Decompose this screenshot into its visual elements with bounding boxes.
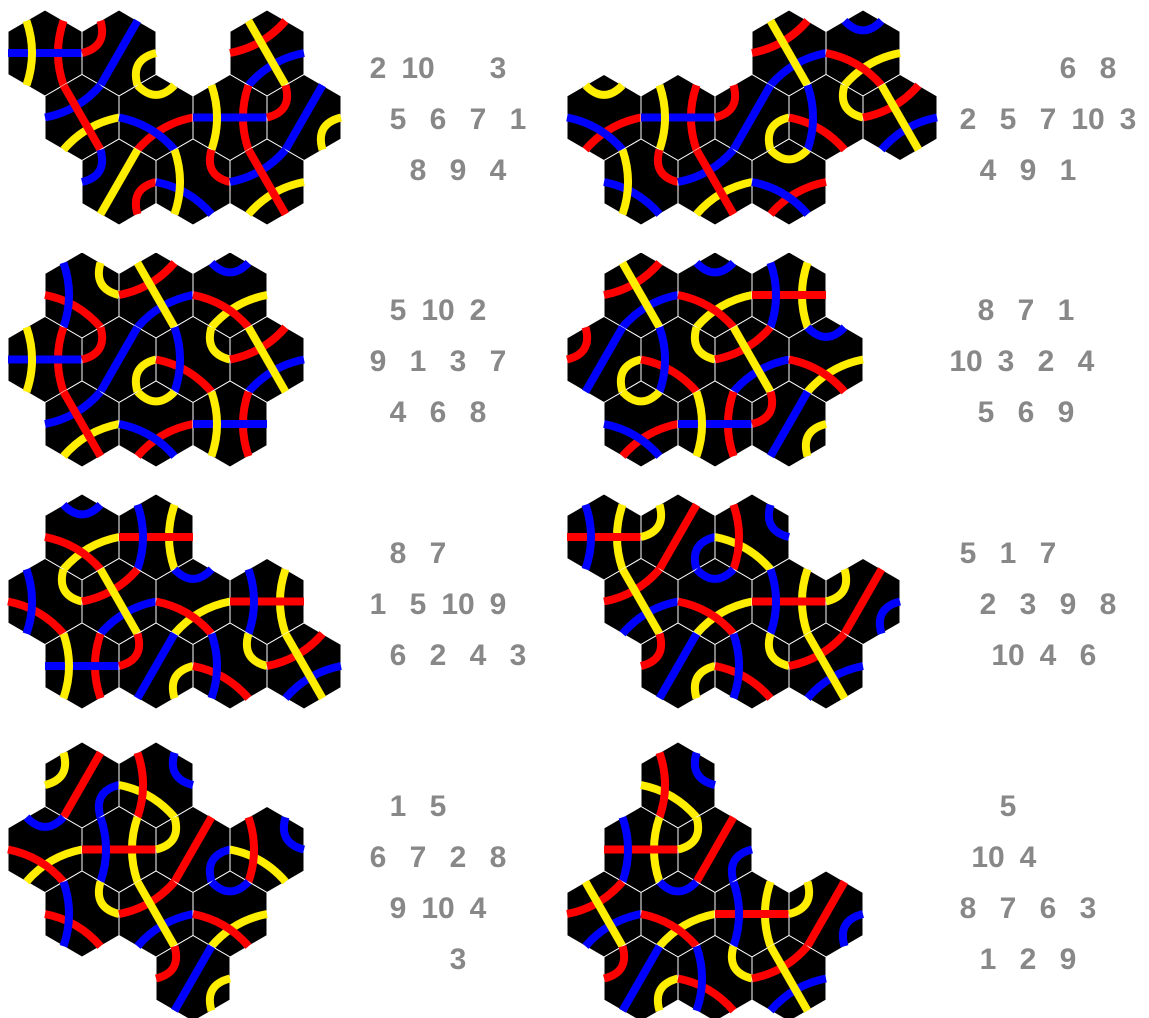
- tile-number: 1: [370, 588, 387, 621]
- tile-number: 1: [510, 103, 527, 136]
- tile-number: 2: [450, 841, 467, 874]
- tile-number: 2: [470, 294, 487, 327]
- tile-number: 7: [430, 537, 447, 570]
- tile-number: 7: [1040, 537, 1057, 570]
- tile-number: 6: [1080, 639, 1097, 672]
- puzzle: 5 10 2 9137 468: [8, 252, 506, 467]
- tile-number: 6: [370, 841, 387, 874]
- tile-number: 9: [490, 588, 507, 621]
- tile-number: 1: [390, 790, 407, 823]
- tile-number: 5: [1000, 790, 1017, 823]
- tile-number: 7: [490, 345, 507, 378]
- tile-number: 4: [470, 639, 487, 672]
- tile-number: 3: [998, 345, 1015, 378]
- tile-number: 10: [1071, 103, 1104, 136]
- tile-number: 4: [390, 396, 407, 429]
- tile-number: 8: [960, 892, 977, 925]
- tile-number: 3: [1080, 892, 1097, 925]
- tile-number: 8: [490, 841, 507, 874]
- tile-number: 6: [1040, 892, 1057, 925]
- tile-number: 5: [390, 103, 407, 136]
- tile-number: 7: [410, 841, 427, 874]
- tile-number: 9: [370, 345, 387, 378]
- tile-number: 9: [1020, 154, 1037, 187]
- tile-number: 3: [1120, 103, 1137, 136]
- tile-number: 6: [1060, 52, 1077, 85]
- tile-number: 3: [490, 52, 507, 85]
- puzzle: 2 10 3 5671 894: [8, 10, 526, 225]
- tile-number: 3: [450, 345, 467, 378]
- tile-number: 5: [430, 790, 447, 823]
- tile-number: 6: [1018, 396, 1035, 429]
- tile-number: 9: [1058, 396, 1075, 429]
- tile-number: 7: [1018, 294, 1035, 327]
- tile-number: 2: [370, 52, 387, 85]
- tile-number: 7: [470, 103, 487, 136]
- tile-number: 7: [1040, 103, 1057, 136]
- tile-number: 1: [1060, 154, 1077, 187]
- puzzle: 68 257 10 3 491: [567, 10, 1136, 225]
- tile-number: 2: [1038, 345, 1055, 378]
- tile-number: 6: [430, 103, 447, 136]
- tile-number: 2: [960, 103, 977, 136]
- tile-number: 3: [450, 943, 467, 976]
- tile-number: 5: [1000, 103, 1017, 136]
- tile-number: 2: [1020, 943, 1037, 976]
- tile-number: 2: [430, 639, 447, 672]
- tile-number: 10: [971, 841, 1004, 874]
- tile-number: 9: [1060, 943, 1077, 976]
- tile-number: 5: [960, 537, 977, 570]
- tile-number: 8: [470, 396, 487, 429]
- puzzle: 15 6728 9 10 43: [8, 742, 506, 1018]
- tile-number: 5: [410, 588, 427, 621]
- tile-number: 5: [978, 396, 995, 429]
- tile-number: 1: [980, 943, 997, 976]
- tile-number: 8: [410, 154, 427, 187]
- puzzle-sheet: 2103567189468257103491510291374688711032…: [0, 0, 1149, 1018]
- tile-number: 10: [421, 294, 454, 327]
- tile-number: 4: [1078, 345, 1095, 378]
- tile-number: 8: [978, 294, 995, 327]
- tile-number: 6: [390, 639, 407, 672]
- tile-number: 10: [441, 588, 474, 621]
- tile-number: 8: [390, 537, 407, 570]
- tile-number: 10: [949, 345, 982, 378]
- tile-number: 8: [1100, 52, 1117, 85]
- tile-number: 4: [980, 154, 997, 187]
- tile-number: 10: [401, 52, 434, 85]
- tile-number: 10: [991, 639, 1024, 672]
- tile-number: 4: [1020, 841, 1037, 874]
- tile-number: 4: [470, 892, 487, 925]
- page: 2103567189468257103491510291374688711032…: [0, 0, 1149, 1018]
- tile-number: 2: [980, 588, 997, 621]
- tile-number: 1: [1000, 537, 1017, 570]
- tile-number: 10: [421, 892, 454, 925]
- tile-number: 7: [1000, 892, 1017, 925]
- tile-number: 3: [510, 639, 527, 672]
- tile-number: 5: [390, 294, 407, 327]
- puzzle: 517 2398 10 46: [567, 494, 1116, 709]
- tile-number: 6: [430, 396, 447, 429]
- tile-number: 3: [1020, 588, 1037, 621]
- tile-number: 4: [1040, 639, 1057, 672]
- tile-number: 1: [1058, 294, 1075, 327]
- tile-number: 9: [1060, 588, 1077, 621]
- tile-number: 9: [450, 154, 467, 187]
- tile-number: 9: [390, 892, 407, 925]
- tile-number: 4: [490, 154, 507, 187]
- puzzle: 87 15 10 9 6243: [8, 494, 526, 709]
- tile-number: 1: [410, 345, 427, 378]
- tile-number: 8: [1100, 588, 1117, 621]
